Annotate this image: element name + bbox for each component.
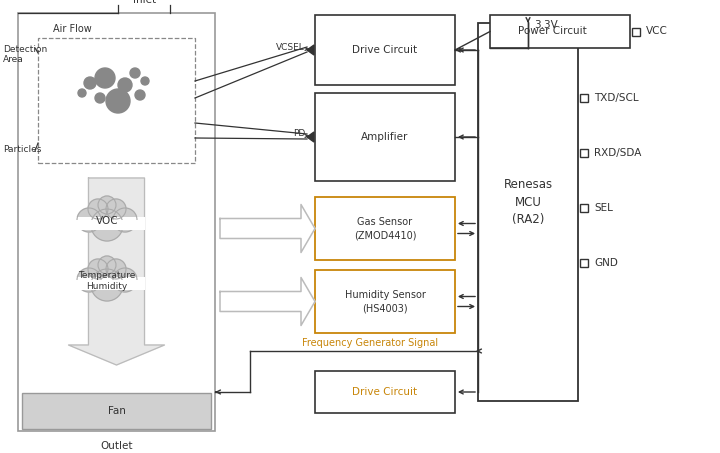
Bar (315, 15, 455, 85)
Bar (315, 197, 455, 260)
Text: Renesas
MCU
(RA2): Renesas MCU (RA2) (503, 178, 552, 226)
Bar (69, 280, 145, 290)
Circle shape (98, 256, 116, 274)
Circle shape (141, 77, 149, 85)
Circle shape (78, 89, 86, 97)
Circle shape (130, 68, 140, 78)
Bar (580, 94, 588, 102)
Text: RXD/SDA: RXD/SDA (594, 148, 642, 158)
Bar (580, 204, 588, 212)
Bar (18, 13, 215, 431)
Bar (490, 15, 630, 48)
Text: Drive Circuit: Drive Circuit (352, 45, 418, 55)
Text: VCSEL: VCSEL (276, 43, 305, 52)
Circle shape (91, 269, 123, 301)
Bar (478, 23, 578, 401)
Circle shape (135, 90, 145, 100)
Text: Drive Circuit: Drive Circuit (352, 387, 418, 397)
Text: VOC: VOC (96, 216, 118, 226)
Circle shape (95, 93, 105, 103)
Bar (22, 393, 211, 429)
Bar (69, 277, 145, 289)
Text: Humidity Sensor
(HS4003): Humidity Sensor (HS4003) (345, 290, 426, 313)
Circle shape (91, 209, 123, 241)
Text: TXD/SCL: TXD/SCL (594, 93, 639, 103)
Circle shape (84, 77, 96, 89)
Circle shape (113, 208, 137, 232)
Polygon shape (220, 278, 315, 326)
Text: 3.3V: 3.3V (534, 20, 558, 30)
Circle shape (113, 268, 137, 292)
Bar (69, 217, 145, 229)
Bar (38, 38, 195, 163)
Text: PD: PD (293, 130, 305, 139)
Circle shape (106, 259, 126, 279)
Text: VCC: VCC (646, 26, 668, 37)
Text: Outlet: Outlet (100, 441, 132, 451)
Circle shape (118, 78, 132, 92)
Circle shape (77, 208, 101, 232)
Polygon shape (68, 178, 164, 365)
Bar (580, 259, 588, 267)
Text: Particles: Particles (3, 145, 41, 154)
Text: Temperature
Humidity: Temperature Humidity (78, 271, 135, 291)
Polygon shape (307, 132, 314, 142)
Bar (315, 371, 455, 413)
Circle shape (95, 68, 115, 88)
Circle shape (88, 199, 108, 219)
Circle shape (106, 199, 126, 219)
Bar (632, 28, 640, 35)
Text: Frequency Generator Signal: Frequency Generator Signal (302, 338, 438, 348)
Circle shape (106, 89, 130, 113)
Polygon shape (220, 204, 315, 252)
Text: Inlet: Inlet (133, 0, 156, 5)
Bar (315, 93, 455, 181)
Circle shape (77, 268, 101, 292)
Circle shape (98, 196, 116, 214)
Text: Amplifier: Amplifier (361, 132, 409, 142)
Text: Fan: Fan (107, 406, 125, 416)
Text: Detection
Area: Detection Area (3, 45, 48, 64)
Circle shape (88, 259, 108, 279)
Text: Power Circuit: Power Circuit (518, 26, 586, 37)
Bar (580, 149, 588, 157)
Text: SEL: SEL (594, 203, 613, 213)
Bar (315, 270, 455, 333)
Text: Air Flow: Air Flow (53, 24, 91, 34)
Bar (69, 220, 145, 230)
Text: Gas Sensor
(ZMOD4410): Gas Sensor (ZMOD4410) (354, 217, 416, 240)
Polygon shape (307, 45, 314, 55)
Text: GND: GND (594, 258, 618, 268)
